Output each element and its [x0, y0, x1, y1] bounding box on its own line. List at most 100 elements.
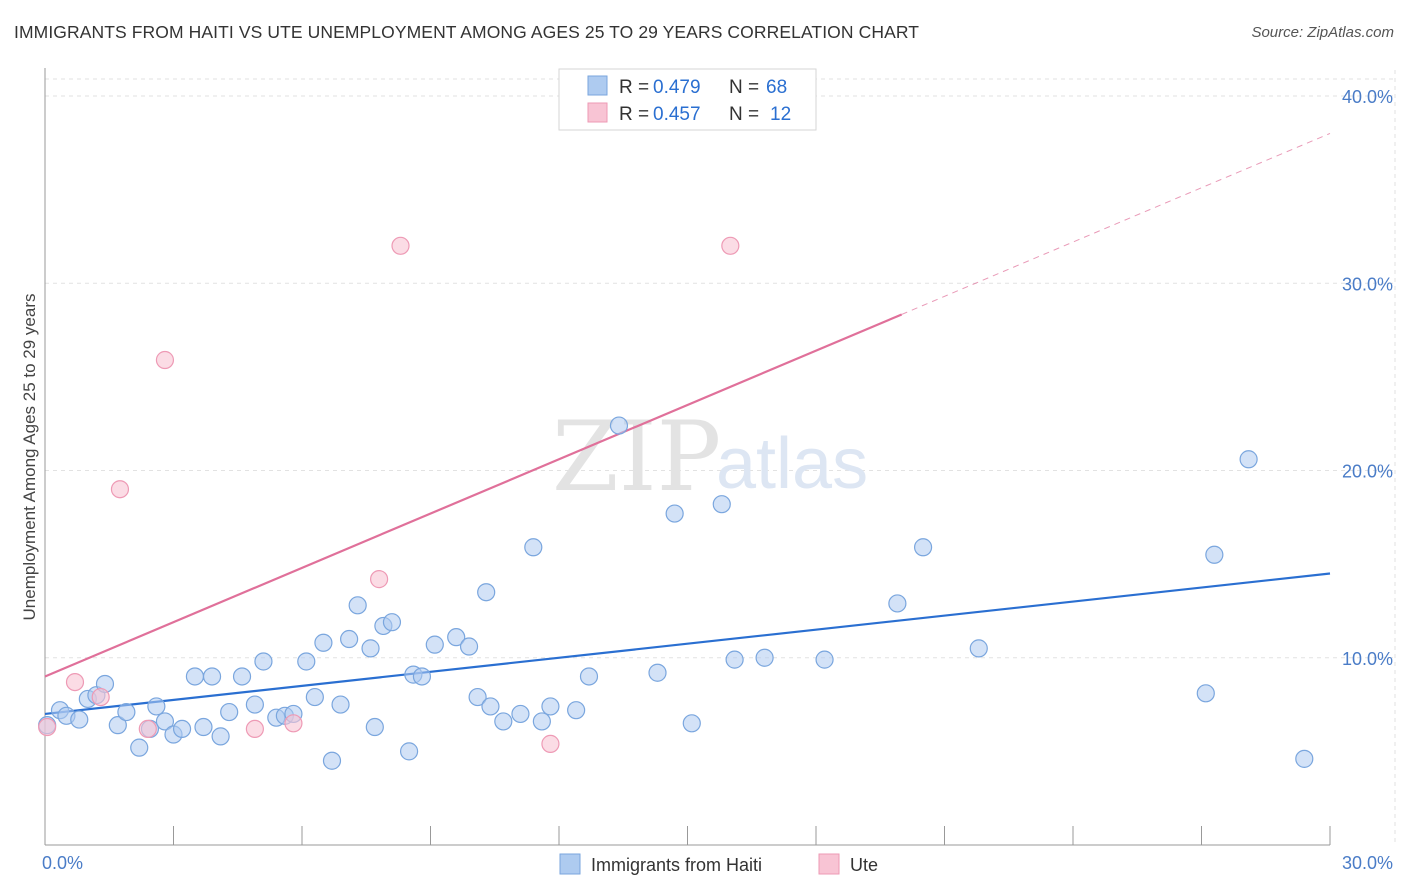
watermark-zip: ZIP — [552, 401, 721, 513]
legend-r-label-ute: R = — [619, 104, 649, 125]
point-haiti-26 — [297, 652, 316, 671]
point-haiti-66 — [1239, 450, 1258, 469]
y-tick-label-0: 10.0% — [1342, 649, 1393, 669]
point-haiti-51 — [567, 701, 586, 720]
series-legend-swatch-haiti — [559, 853, 581, 875]
point-haiti-30 — [331, 695, 350, 714]
legend-swatch-ute — [587, 102, 608, 123]
point-haiti-28 — [314, 633, 333, 652]
point-haiti-63 — [969, 639, 988, 658]
point-haiti-60 — [815, 650, 834, 669]
legend-n-label-ute: N = — [729, 104, 759, 125]
series-legend-label-ute: Ute — [850, 855, 878, 875]
trend-line-haiti — [44, 572, 1331, 716]
point-haiti-56 — [682, 714, 701, 733]
point-haiti-57 — [712, 495, 731, 514]
y-tick-label-1: 20.0% — [1342, 462, 1393, 482]
point-ute-6 — [245, 719, 264, 739]
point-haiti-9 — [130, 738, 149, 757]
point-haiti-37 — [399, 742, 419, 761]
point-haiti-45 — [481, 697, 500, 716]
chart-title: IMMIGRANTS FROM HAITI VS UTE UNEMPLOYMEN… — [14, 22, 920, 42]
point-haiti-14 — [172, 719, 192, 739]
watermark: ZIP atlas — [552, 401, 868, 513]
x-tick-label-1: 30.0% — [1342, 853, 1393, 873]
point-haiti-27 — [305, 687, 324, 707]
legend-n-label-haiti: N = — [729, 77, 759, 98]
y-tick-labels: 10.0% 20.0% 30.0% 40.0% — [1342, 87, 1393, 669]
point-haiti-33 — [361, 639, 380, 658]
series-legend-swatch-ute — [818, 853, 840, 875]
point-haiti-52 — [579, 667, 599, 686]
point-haiti-50 — [541, 697, 560, 716]
point-haiti-64 — [1196, 684, 1215, 703]
point-haiti-65 — [1205, 545, 1224, 564]
point-haiti-12 — [155, 712, 175, 731]
point-haiti-58 — [725, 650, 744, 669]
point-ute-7 — [284, 714, 303, 733]
point-haiti-43 — [468, 687, 487, 707]
data-points — [38, 236, 1314, 770]
point-haiti-21 — [245, 695, 264, 714]
point-haiti-62 — [913, 538, 933, 557]
point-haiti-54 — [648, 663, 667, 682]
point-haiti-42 — [459, 637, 479, 656]
point-haiti-55 — [665, 504, 684, 523]
point-haiti-32 — [348, 596, 367, 615]
point-ute-3 — [110, 480, 130, 499]
watermark-atlas: atlas — [716, 424, 868, 504]
legend-r-value-ute: 0.457 — [653, 104, 701, 125]
point-haiti-7 — [108, 716, 127, 735]
point-haiti-17 — [202, 667, 222, 686]
point-haiti-22 — [254, 652, 273, 671]
point-haiti-41 — [447, 628, 466, 647]
point-haiti-18 — [211, 727, 230, 746]
legend-swatch-haiti — [587, 75, 608, 96]
point-haiti-53 — [609, 416, 629, 435]
point-haiti-29 — [322, 751, 342, 770]
point-ute-9 — [391, 236, 410, 255]
point-haiti-47 — [511, 704, 530, 724]
x-tick-label-0: 0.0% — [42, 853, 83, 873]
trend-line-ute-extension — [901, 132, 1331, 315]
point-haiti-40 — [425, 635, 444, 654]
series-legend-label-haiti: Immigrants from Haiti — [591, 855, 762, 875]
point-haiti-20 — [232, 667, 252, 686]
x-tick-labels: 0.0% 30.0% — [42, 853, 1393, 873]
point-haiti-36 — [382, 613, 402, 632]
legend-r-value-haiti: 0.479 — [653, 77, 701, 98]
point-ute-1 — [65, 672, 85, 692]
y-tick-label-2: 30.0% — [1342, 274, 1393, 294]
point-haiti-44 — [477, 583, 496, 602]
point-ute-11 — [721, 236, 740, 255]
point-haiti-16 — [194, 717, 213, 737]
point-ute-8 — [370, 570, 389, 589]
point-ute-0 — [38, 717, 57, 737]
source-credit: Source: ZipAtlas.com — [1251, 24, 1394, 41]
trend-lines — [44, 132, 1331, 716]
legend: R = 0.479 N = 68 R = 0.457 N = 12 — [558, 68, 817, 131]
point-haiti-48 — [524, 538, 543, 557]
point-haiti-31 — [340, 629, 359, 649]
point-haiti-11 — [147, 697, 166, 716]
point-ute-10 — [541, 734, 560, 753]
point-haiti-49 — [532, 712, 551, 731]
axes — [44, 68, 1331, 846]
point-haiti-3 — [70, 710, 89, 729]
legend-r-label-haiti: R = — [619, 77, 649, 98]
point-haiti-59 — [755, 648, 774, 667]
point-ute-4 — [138, 719, 157, 739]
point-ute-5 — [155, 350, 175, 370]
trend-line-ute — [44, 313, 903, 678]
point-ute-2 — [91, 687, 110, 707]
legend-n-value-haiti: 68 — [766, 77, 787, 98]
point-haiti-8 — [117, 702, 136, 722]
y-tick-label-3: 40.0% — [1342, 87, 1393, 107]
y-axis-label: Unemployment Among Ages 25 to 29 years — [20, 294, 39, 621]
point-haiti-61 — [888, 594, 907, 613]
point-haiti-39 — [412, 667, 432, 686]
point-haiti-15 — [185, 667, 205, 686]
point-haiti-67 — [1295, 749, 1314, 768]
point-haiti-46 — [494, 712, 513, 731]
